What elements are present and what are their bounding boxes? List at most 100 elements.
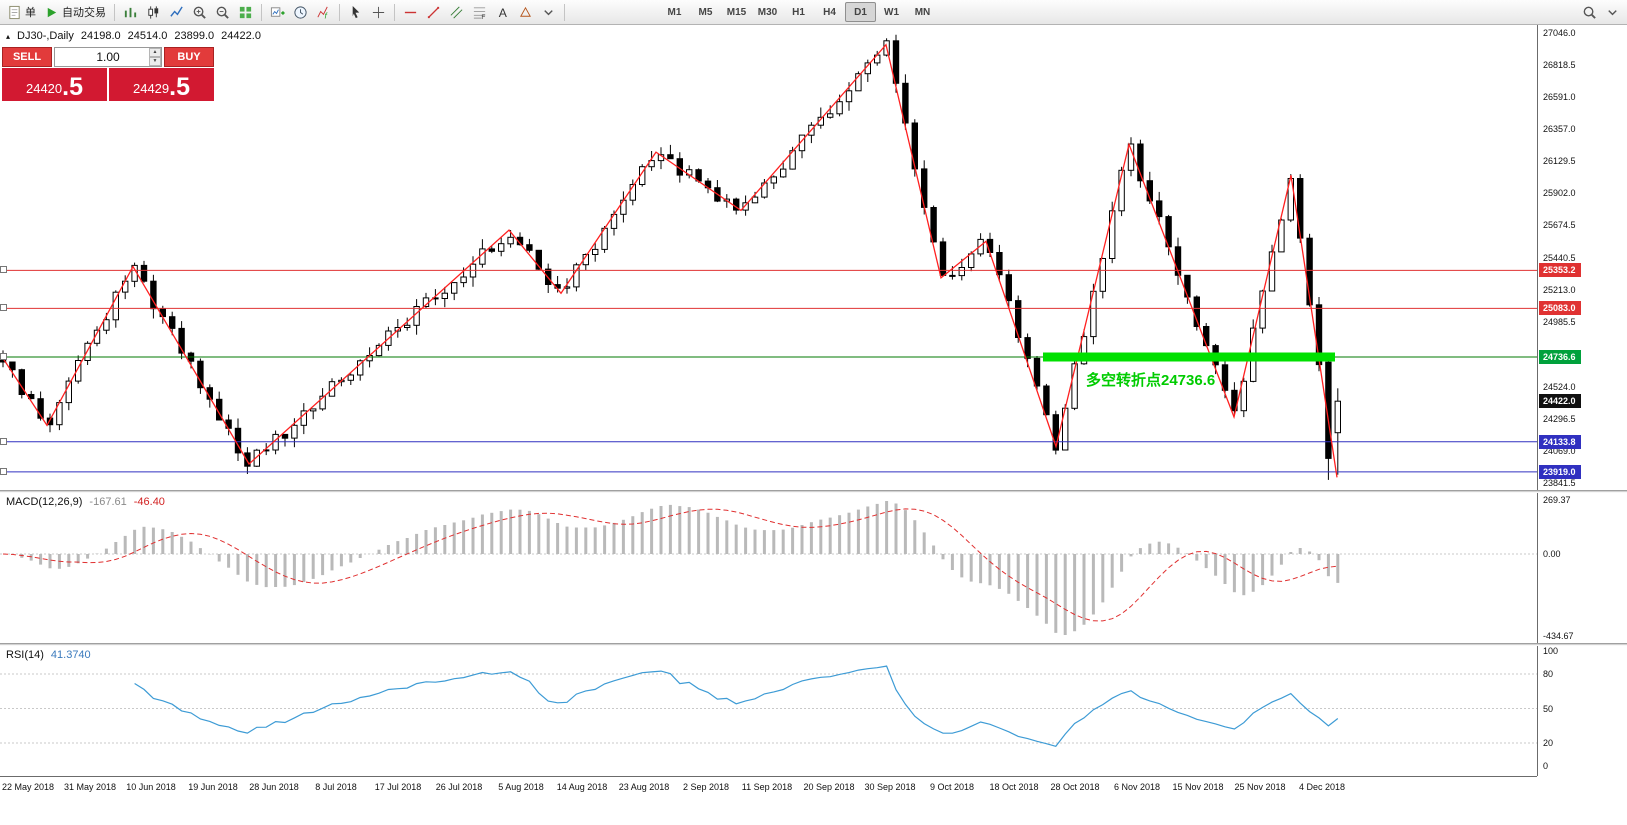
horizontal-line-button[interactable] [399,1,422,24]
date-tick-label: 15 Nov 2018 [1172,782,1224,792]
price-tick-label: 23841.5 [1543,478,1576,488]
new-order-button-label: 单 [25,7,36,19]
time-axis[interactable]: 22 May 2018 31 May 2018 10 Jun 2018 19 Jun … [0,776,1537,825]
indicator-list-button[interactable]: f [312,1,335,24]
date-tick-label: 19 Jun 2018 [188,782,238,792]
shapes-button[interactable] [514,1,537,24]
fibonacci-button[interactable]: F [468,1,491,24]
timeframe-MN-button[interactable]: MN [914,6,931,18]
sell-price-frac: .5 [62,73,83,101]
volume-up-button[interactable]: ▲ [149,48,161,57]
cursor-icon [352,5,360,18]
toolbar-more-button[interactable] [1601,1,1624,24]
crosshair-button[interactable] [367,1,390,24]
macd-axis-label: 269.37 [1543,495,1571,505]
hline-anchor[interactable] [0,304,7,311]
volume-field[interactable]: 1.00 ▲ ▼ [54,47,162,67]
macd-pane[interactable]: MACD(12,26,9) -167.61 -46.40 [0,493,1537,643]
date-tick-label: 6 Nov 2018 [1113,782,1161,792]
date-tick-label: 9 Oct 2018 [929,782,975,792]
timeframe-M1-button[interactable]: M1 [667,6,682,18]
buy-price-display[interactable]: 24429 .5 [109,68,214,101]
buy-price-frac: .5 [169,73,190,101]
new-order-button[interactable]: 单 [3,1,40,24]
line-chart-button[interactable] [165,1,188,24]
macd-main-value: -167.61 [89,496,127,508]
candlestick-chart[interactable] [0,25,1537,490]
price-tick-label: 25440.5 [1543,253,1576,263]
buy-button[interactable]: BUY [164,47,214,67]
timeframe-W1-button[interactable]: W1 [884,6,899,18]
text-tool-button[interactable]: A [491,1,514,24]
equidistant-channel-button[interactable] [445,1,468,24]
bar-chart-icon [124,7,137,17]
date-tick-label: 17 Jul 2018 [374,782,422,792]
hline-anchor[interactable] [0,266,7,273]
hline-anchor[interactable] [0,468,7,475]
fibonacci-icon: F [473,6,485,20]
sell-price-int: 24420 [25,81,63,96]
price-axis[interactable]: 27046.0 26818.5 26591.0 26357.0 26129.5 25902… [1537,25,1627,776]
timeframe-H4-button[interactable]: H4 [823,6,836,18]
rsi-pane[interactable]: RSI(14) 41.3740 [0,646,1537,776]
pane-splitter[interactable] [0,643,1627,646]
main-chart-pane[interactable]: ▴ DJ30-,Daily 24198.0 24514.0 23899.0 24… [0,25,1537,490]
price-tick-label: 24296.5 [1543,414,1576,424]
tile-windows-icon [239,6,252,18]
svg-text:A: A [499,6,508,20]
price-tick-label: 24985.5 [1543,317,1576,327]
macd-signal-value: -46.40 [133,496,165,508]
tile-windows-button[interactable] [234,1,257,24]
timeframe-M15-button[interactable]: M15 [726,6,747,18]
new-chart-icon [270,6,285,17]
search-icon [1583,6,1596,19]
cursor-button[interactable] [344,1,367,24]
hline-anchor[interactable] [0,438,7,445]
chart-annotation-text: 多空转折点24736.6 [1086,372,1216,389]
date-tick-label: 8 Jul 2018 [315,782,357,792]
timeframe-M30-button[interactable]: M30 [757,6,778,18]
chart-ohlc-header: ▴ DJ30-,Daily 24198.0 24514.0 23899.0 24… [6,30,261,42]
macd-chart[interactable] [0,493,1537,643]
timeframe-D1-button[interactable]: D1 [845,2,876,22]
price-tick-label: 25674.5 [1543,220,1576,230]
date-tick-label: 11 Sep 2018 [741,782,793,792]
timeframe-H1-button[interactable]: H1 [792,6,805,18]
volume-down-button[interactable]: ▼ [149,57,161,66]
shapes-dropdown-button[interactable] [537,1,560,24]
new-order-icon [9,5,20,19]
price-level-badge: 25083.0 [1539,301,1581,315]
timeframe-M5-button[interactable]: M5 [698,6,713,18]
date-tick-label: 2 Sep 2018 [682,782,730,792]
sell-button[interactable]: SELL [2,47,52,67]
search-button[interactable] [1578,1,1601,24]
price-tick-label: 26818.5 [1543,60,1576,70]
chart-profiles-button[interactable] [289,1,312,24]
symbol-marker-icon: ▴ [6,31,11,41]
hline-anchor[interactable] [0,353,7,360]
ohlc-open: 24198.0 [80,30,121,42]
pane-splitter[interactable] [0,490,1627,493]
one-click-trading-panel: SELL 1.00 ▲ ▼ BUY 24420 .5 24429 .5 [2,47,214,101]
rsi-axis-label: 0 [1543,761,1549,771]
indicator-list-icon: f [317,6,328,20]
auto-trading-button[interactable]: 自动交易 [40,1,110,24]
zoom-in-icon [193,6,206,19]
rsi-value: 41.3740 [50,649,91,661]
auto-trading-icon [47,7,57,17]
price-tick-label: 26129.5 [1543,156,1576,166]
zoom-in-button[interactable] [188,1,211,24]
trendline-button[interactable] [422,1,445,24]
candlestick-chart-button[interactable] [142,1,165,24]
horizontal-line-icon [404,11,417,13]
bar-chart-button[interactable] [119,1,142,24]
date-tick-label: 23 Aug 2018 [618,782,670,792]
rsi-chart[interactable] [0,646,1537,776]
date-tick-label: 22 May 2018 [1,782,55,792]
new-chart-button[interactable] [266,1,289,24]
rsi-axis-label: 100 [1543,646,1559,656]
date-tick-label: 28 Jun 2018 [249,782,299,792]
zoom-out-button[interactable] [211,1,234,24]
price-tick-label: 26357.0 [1543,124,1576,134]
sell-price-display[interactable]: 24420 .5 [2,68,107,101]
